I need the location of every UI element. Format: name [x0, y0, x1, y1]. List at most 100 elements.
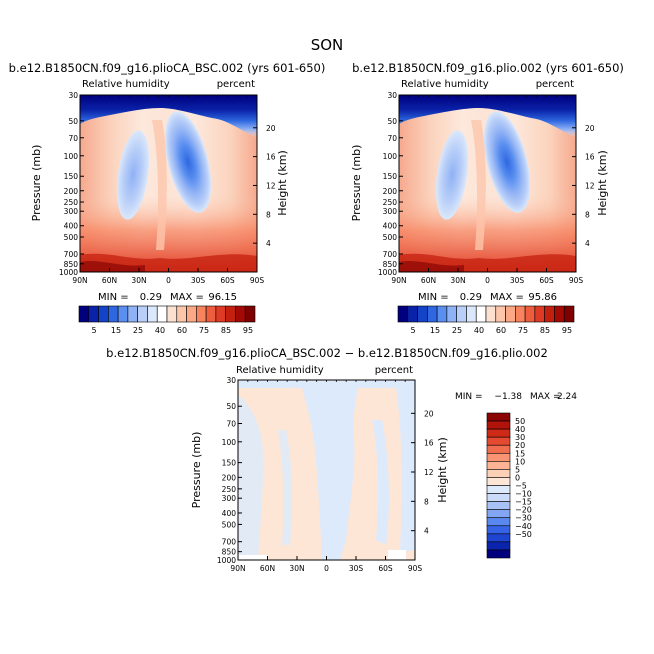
colorbar-swatch: [88, 305, 99, 323]
colorbar-swatch: [98, 305, 109, 323]
y-tick-label: 70: [387, 134, 397, 143]
y-tick-label: 500: [383, 233, 398, 242]
x-tick-label: 60S: [539, 276, 554, 285]
panel-3-subtitle-right: percent: [375, 365, 413, 376]
y-tick-label: 500: [222, 520, 237, 529]
colorbar-swatch: [215, 305, 226, 323]
y-tick-label: 150: [222, 459, 237, 468]
colorbar-swatch: [486, 517, 511, 527]
colorbar-swatch: [108, 305, 119, 323]
y-tick-label: 1000: [59, 268, 78, 277]
colorbar-swatch: [397, 305, 409, 323]
colorbar-label: −40: [515, 522, 532, 531]
y-tick-label: 200: [222, 473, 237, 482]
x-tick-label: 0: [485, 276, 490, 285]
y-tick-label: 250: [383, 198, 398, 207]
x-tick-label: 0: [324, 564, 329, 573]
panel-2-min-value: 0.29: [460, 292, 482, 303]
x-tick-label: 30S: [191, 276, 206, 285]
panel-3-title: b.e12.B1850CN.f09_g16.plioCA_BSC.002 − b…: [106, 346, 548, 360]
panel-3-y2-label: Height (km): [436, 437, 449, 503]
y-tick-label: 200: [64, 187, 79, 196]
colorbar-label: 85: [540, 326, 550, 335]
panel-1-field: [80, 95, 257, 272]
colorbar-swatch: [486, 501, 511, 510]
colorbar-swatch: [505, 305, 516, 323]
panel-1-min-label: MIN =: [98, 292, 129, 303]
colorbar-swatch: [407, 305, 418, 323]
colorbar-label: −10: [515, 490, 532, 499]
y-tick-label: 30: [226, 376, 236, 385]
colorbar-swatch: [205, 305, 217, 323]
y-tick-label: 250: [222, 485, 237, 494]
colorbar-swatch: [486, 533, 511, 543]
panel-3-min-label: MIN =: [455, 392, 483, 402]
y-tick-label: 150: [64, 172, 79, 181]
colorbar-label: 40: [515, 425, 525, 434]
colorbar-swatch: [427, 305, 438, 323]
colorbar-swatch: [456, 305, 467, 323]
colorbar-label: −20: [515, 506, 532, 515]
colorbar-swatch: [486, 509, 511, 519]
height-tick-label: 20: [585, 124, 595, 133]
y-tick-label: 700: [64, 250, 79, 259]
colorbar-label: −15: [515, 498, 532, 507]
x-tick-label: 60S: [378, 564, 393, 573]
height-tick-label: 12: [266, 181, 276, 190]
panel-2-max-label: MAX =: [490, 292, 524, 303]
y-tick-label: 400: [64, 222, 79, 231]
x-tick-label: 30N: [131, 276, 146, 285]
colorbar-label: 20: [515, 441, 525, 450]
panel-1-max-label: MAX =: [170, 292, 204, 303]
y-tick-label: 100: [64, 152, 79, 161]
y-tick-label: 250: [64, 198, 79, 207]
colorbar-label: 30: [515, 433, 525, 442]
figure-title: SON: [311, 36, 344, 54]
colorbar-swatch: [486, 452, 511, 462]
colorbar-label: −50: [515, 530, 532, 539]
colorbar-label: 95: [562, 326, 572, 335]
colorbar-swatch: [186, 305, 197, 323]
panel-2-subtitle-left: Relative humidity: [401, 79, 489, 90]
colorbar-swatch: [554, 305, 565, 323]
colorbar-swatch: [486, 420, 511, 430]
panel-1-y-label: Pressure (mb): [30, 145, 43, 222]
y-tick-label: 30: [387, 91, 397, 100]
x-tick-label: 60S: [220, 276, 235, 285]
y-tick-label: 300: [383, 207, 398, 216]
colorbar-label: 5: [515, 465, 520, 474]
colorbar-swatch: [417, 305, 428, 323]
y-tick-label: 30: [68, 91, 78, 100]
height-tick-label: 16: [266, 153, 276, 162]
colorbar-swatch: [486, 493, 511, 502]
y-tick-label: 150: [383, 172, 398, 181]
colorbar-label: 60: [496, 326, 506, 335]
colorbar-swatch: [485, 305, 497, 323]
colorbar-swatch: [127, 305, 138, 323]
y-tick-label: 500: [64, 233, 79, 242]
colorbar-label: 75: [199, 326, 209, 335]
colorbar-swatch: [176, 305, 187, 323]
x-tick-label: 90N: [72, 276, 87, 285]
panel-3-max-value: 2.24: [557, 392, 577, 402]
y-tick-label: 50: [68, 117, 78, 126]
panel-1-subtitle-right: percent: [217, 79, 255, 90]
x-tick-label: 60N: [260, 564, 275, 573]
height-tick-label: 4: [266, 239, 271, 248]
panel-2-max-value: 95.86: [528, 292, 557, 303]
y-tick-label: 850: [222, 548, 237, 557]
colorbar-swatch: [563, 305, 575, 323]
height-tick-label: 12: [424, 468, 434, 477]
colorbar-swatch: [486, 428, 511, 438]
colorbar-label: 15: [515, 449, 525, 458]
colorbar-label: 40: [474, 326, 484, 335]
y-tick-label: 100: [383, 152, 398, 161]
x-tick-label: 30N: [289, 564, 304, 573]
panel-2-y2-label: Height (km): [596, 150, 609, 216]
colorbar-label: 95: [243, 326, 253, 335]
colorbar-label: 0: [515, 473, 520, 482]
panel-2-min-label: MIN =: [418, 292, 449, 303]
colorbar-swatch: [436, 305, 448, 323]
colorbar-label: 40: [155, 326, 165, 335]
panel-1-min-value: 0.29: [140, 292, 162, 303]
